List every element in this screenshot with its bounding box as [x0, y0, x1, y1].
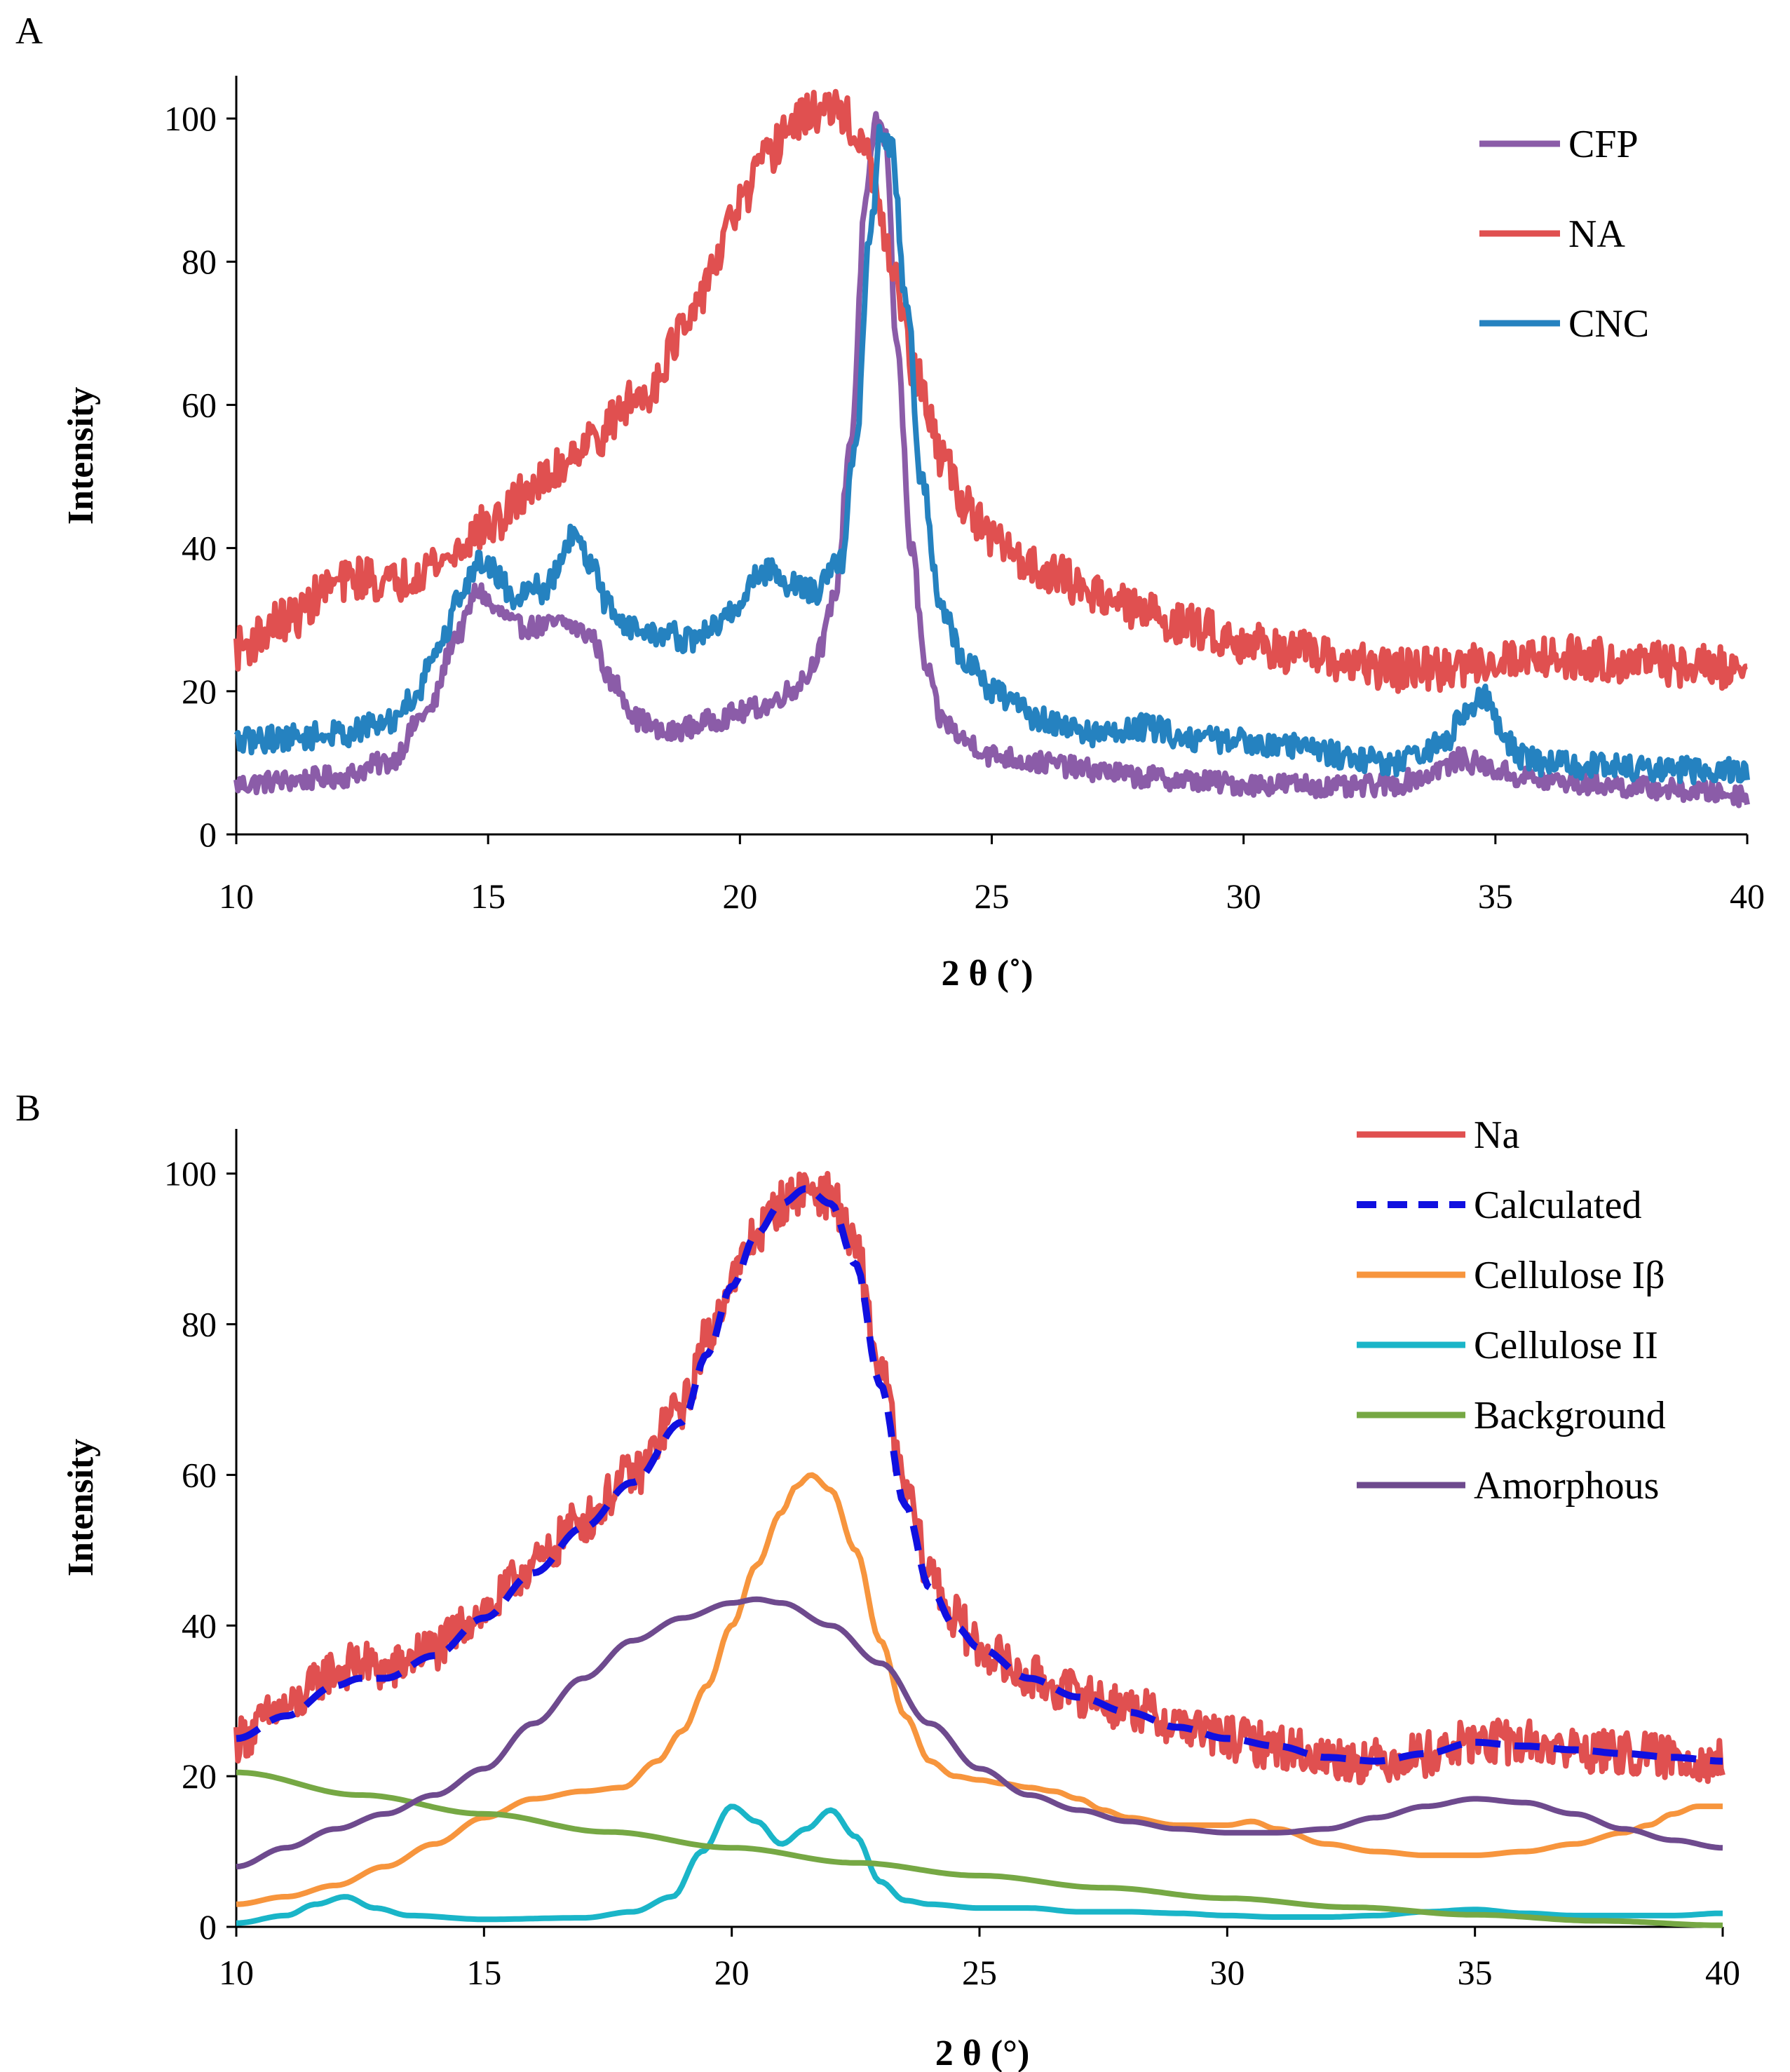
x-tick-label: 25 — [975, 876, 1010, 916]
legend-label: NA — [1568, 212, 1625, 256]
y-tick-label: 100 — [164, 1154, 217, 1193]
series-line-amorphous — [236, 1596, 1723, 1870]
series-line-calculated — [236, 1185, 1723, 1765]
legend-label: Na — [1474, 1113, 1519, 1157]
y-tick-label: 0 — [199, 815, 217, 854]
x-tick-label: 40 — [1730, 876, 1765, 916]
y-tick-label: 0 — [199, 1907, 217, 1946]
plot-a: 0 20 40 60 80 100 10 15 20 25 30 35 40 — [164, 76, 1765, 916]
x-tick-label: 10 — [219, 1953, 254, 1992]
x-tick-label: 40 — [1705, 1953, 1740, 1992]
legend-label: Background — [1474, 1394, 1666, 1437]
panel-a: A 0 20 40 60 80 100 10 15 20 25 30 35 40 Intensity 2… — [15, 10, 1765, 994]
legend-a: CFP NA CNC — [1479, 123, 1649, 346]
y-tick-label: 60 — [182, 1455, 217, 1494]
y-tick-label: 60 — [182, 385, 217, 424]
x-axis-title-a: 2 θ (˚) — [941, 954, 1033, 994]
y-tick-label: 100 — [164, 99, 217, 138]
y-axis-title-a: Intensity — [61, 387, 101, 524]
y-tick-label: 20 — [182, 1756, 217, 1796]
y-tick-label: 80 — [182, 242, 217, 281]
series-line-cellulose-ii — [236, 1803, 1723, 1926]
panel-b: B 0 20 40 60 80 100 10 15 20 25 30 35 40 Intensity 2… — [15, 1087, 1740, 2072]
legend-label: Amorphous — [1474, 1464, 1659, 1508]
x-tick-label: 15 — [470, 876, 506, 916]
panel-label-a: A — [15, 10, 43, 52]
x-tick-label: 20 — [714, 1953, 750, 1992]
x-tick-label: 35 — [1458, 1953, 1493, 1992]
x-tick-label: 30 — [1226, 876, 1261, 916]
legend-label: Calculated — [1474, 1184, 1641, 1227]
x-tick-label: 10 — [219, 876, 254, 916]
x-axis-title-b: 2 θ (°) — [935, 2033, 1030, 2072]
x-tick-label: 30 — [1209, 1953, 1245, 1992]
y-axis-title-b: Intensity — [61, 1439, 101, 1576]
legend-label: CFP — [1568, 123, 1639, 166]
x-tick-label: 20 — [722, 876, 757, 916]
series-line-background — [236, 1769, 1723, 1928]
legend-b: Na Calculated Cellulose Iβ Cellulose II Back… — [1357, 1113, 1666, 1508]
legend-label: Cellulose II — [1474, 1324, 1658, 1367]
y-tick-label: 40 — [182, 1606, 217, 1645]
x-tick-label: 15 — [466, 1953, 501, 1992]
series-line-na — [233, 1170, 1725, 1785]
y-tick-label: 40 — [182, 529, 217, 568]
series-line-cfp — [233, 111, 1750, 808]
series-line-na — [233, 88, 1749, 694]
series-line-cnc — [233, 123, 1750, 785]
panel-label-b: B — [15, 1087, 41, 1129]
legend-label: CNC — [1568, 302, 1649, 346]
plot-b: 0 20 40 60 80 100 10 15 20 25 30 35 40 — [164, 1129, 1740, 1992]
y-tick-label: 80 — [182, 1305, 217, 1344]
x-tick-label: 35 — [1478, 876, 1513, 916]
series-line-cellulose-i- — [236, 1472, 1723, 1907]
legend-label: Cellulose Iβ — [1474, 1254, 1665, 1297]
x-tick-label: 25 — [962, 1953, 997, 1992]
y-tick-label: 20 — [182, 672, 217, 711]
